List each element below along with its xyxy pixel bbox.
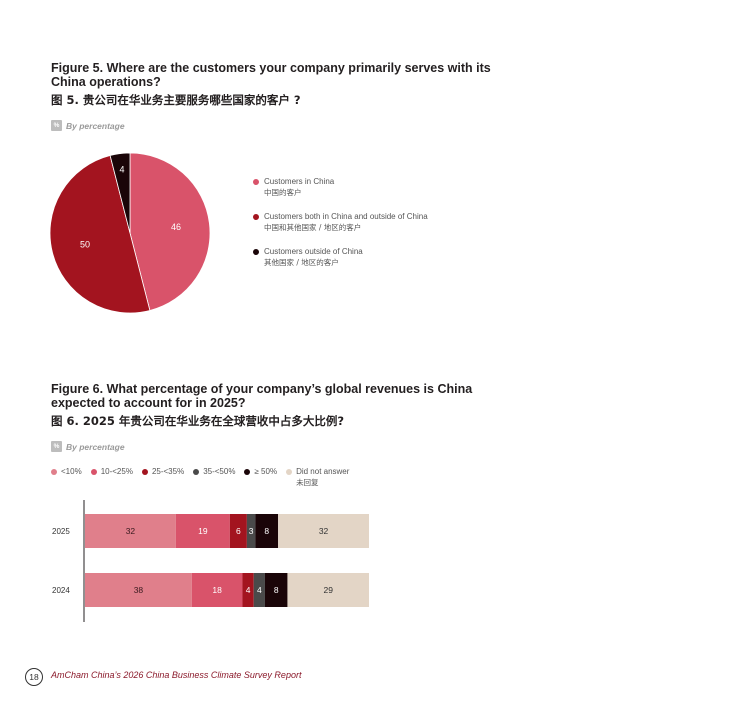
bar-value-label: 8 — [274, 585, 279, 595]
bar-segment — [85, 573, 192, 607]
legend-label-cn: 中国和其他国家 / 地区的客户 — [264, 223, 362, 232]
bar-segment — [242, 573, 254, 607]
bar-value-label: 29 — [323, 585, 333, 595]
pie-slice-label: 46 — [171, 222, 181, 232]
percent-icon: % — [51, 120, 62, 131]
legend-label: 25-<35% — [151, 467, 185, 476]
bar-value-label: 32 — [126, 526, 136, 536]
pie-slice-label: 4 — [119, 165, 124, 175]
bar-legend-item: 25-<35% — [141, 466, 185, 488]
legend-swatch — [286, 468, 293, 475]
category-label: 2024 — [52, 586, 70, 595]
legend-swatch — [253, 248, 259, 255]
legend-swatch — [253, 213, 259, 220]
figure-5-percentage-note: % By percentage — [51, 120, 125, 131]
legend-swatch — [253, 178, 259, 185]
by-percentage-label: By percentage — [66, 441, 125, 452]
bar-value-label: 8 — [264, 526, 269, 536]
legend-swatch — [141, 468, 148, 475]
legend-label: 35-<50% — [203, 467, 236, 476]
pie-legend: Customers in China 中国的客户 Customers both in… — [253, 176, 473, 281]
legend-label: <10% — [61, 467, 82, 476]
bar-segment — [278, 514, 369, 548]
legend-label: Customers in China — [264, 177, 335, 186]
pie-chart: 46 50 4 — [49, 152, 211, 314]
bar-value-label: 4 — [246, 585, 251, 595]
legend-swatch — [244, 468, 251, 475]
page-number: 18 — [25, 668, 43, 686]
pie-slice-label: 50 — [80, 240, 90, 250]
bar-value-label: 3 — [249, 526, 254, 536]
legend-swatch — [193, 468, 200, 475]
bar-segment — [229, 514, 247, 548]
figure-6-title-cn: 图 6. 2025 年贵公司在华业务在全球营收中占多大比例? — [51, 414, 345, 428]
bar-legend-item: <10% — [51, 466, 82, 488]
bar-legend: <10% 10-<25% 25-<35% 35-<50% ≥ 50% Did not an… — [51, 466, 349, 488]
pie-legend-item: Customers both in China and outside of C… — [253, 211, 473, 233]
pie-slice — [49, 155, 151, 314]
bar-value-label: 19 — [198, 526, 208, 536]
bar-segment — [255, 514, 279, 548]
legend-label: ≥ 50% — [254, 467, 278, 476]
bar-legend-item: ≥ 50% — [244, 466, 277, 488]
legend-label-cn: 中国的客户 — [264, 188, 302, 197]
pie-slice — [129, 152, 211, 311]
pie-legend-item: Customers outside of China 其他国家 / 地区的客户 — [253, 246, 473, 268]
legend-swatch — [90, 468, 97, 475]
by-percentage-label: By percentage — [66, 120, 125, 131]
legend-label: Did not answer — [296, 467, 350, 476]
bar-segment — [175, 514, 230, 548]
legend-label: 10-<25% — [100, 467, 133, 476]
figure-6-title: Figure 6. What percentage of your compan… — [51, 382, 473, 410]
bar-legend-item: Did not answer 未回复 — [286, 466, 349, 488]
bar-value-label: 32 — [319, 526, 329, 536]
category-label: 2025 — [52, 527, 70, 536]
bar-value-label: 6 — [236, 526, 241, 536]
legend-label-cn: 未回复 — [296, 478, 319, 487]
figure-5-title-cn: 图 5. 贵公司在华业务主要服务哪些国家的客户 ? — [51, 93, 301, 107]
bar-segment — [85, 514, 176, 548]
legend-label-cn: 其他国家 / 地区的客户 — [264, 258, 339, 267]
bar-value-label: 18 — [212, 585, 222, 595]
bar-legend-item: 35-<50% — [193, 466, 235, 488]
bar-value-label: 4 — [257, 585, 262, 595]
bar-segment — [287, 573, 369, 607]
bar-segment — [253, 573, 265, 607]
bar-segment — [264, 573, 288, 607]
bar-segment — [191, 573, 243, 607]
bar-segment — [246, 514, 256, 548]
legend-label: Customers outside of China — [264, 247, 363, 256]
figure-5-title: Figure 5. Where are the customers your c… — [51, 61, 491, 89]
bar-legend-item: 10-<25% — [90, 466, 133, 488]
legend-swatch — [51, 468, 57, 475]
bar-value-label: 38 — [134, 585, 144, 595]
footer-text: AmCham China’s 2026 China Business Clima… — [51, 670, 302, 680]
pie-legend-item: Customers in China 中国的客户 — [253, 176, 473, 198]
pie-slice — [109, 152, 131, 234]
percent-icon: % — [51, 441, 62, 452]
figure-6-percentage-note: % By percentage — [51, 441, 125, 452]
legend-label: Customers both in China and outside of C… — [264, 212, 428, 221]
